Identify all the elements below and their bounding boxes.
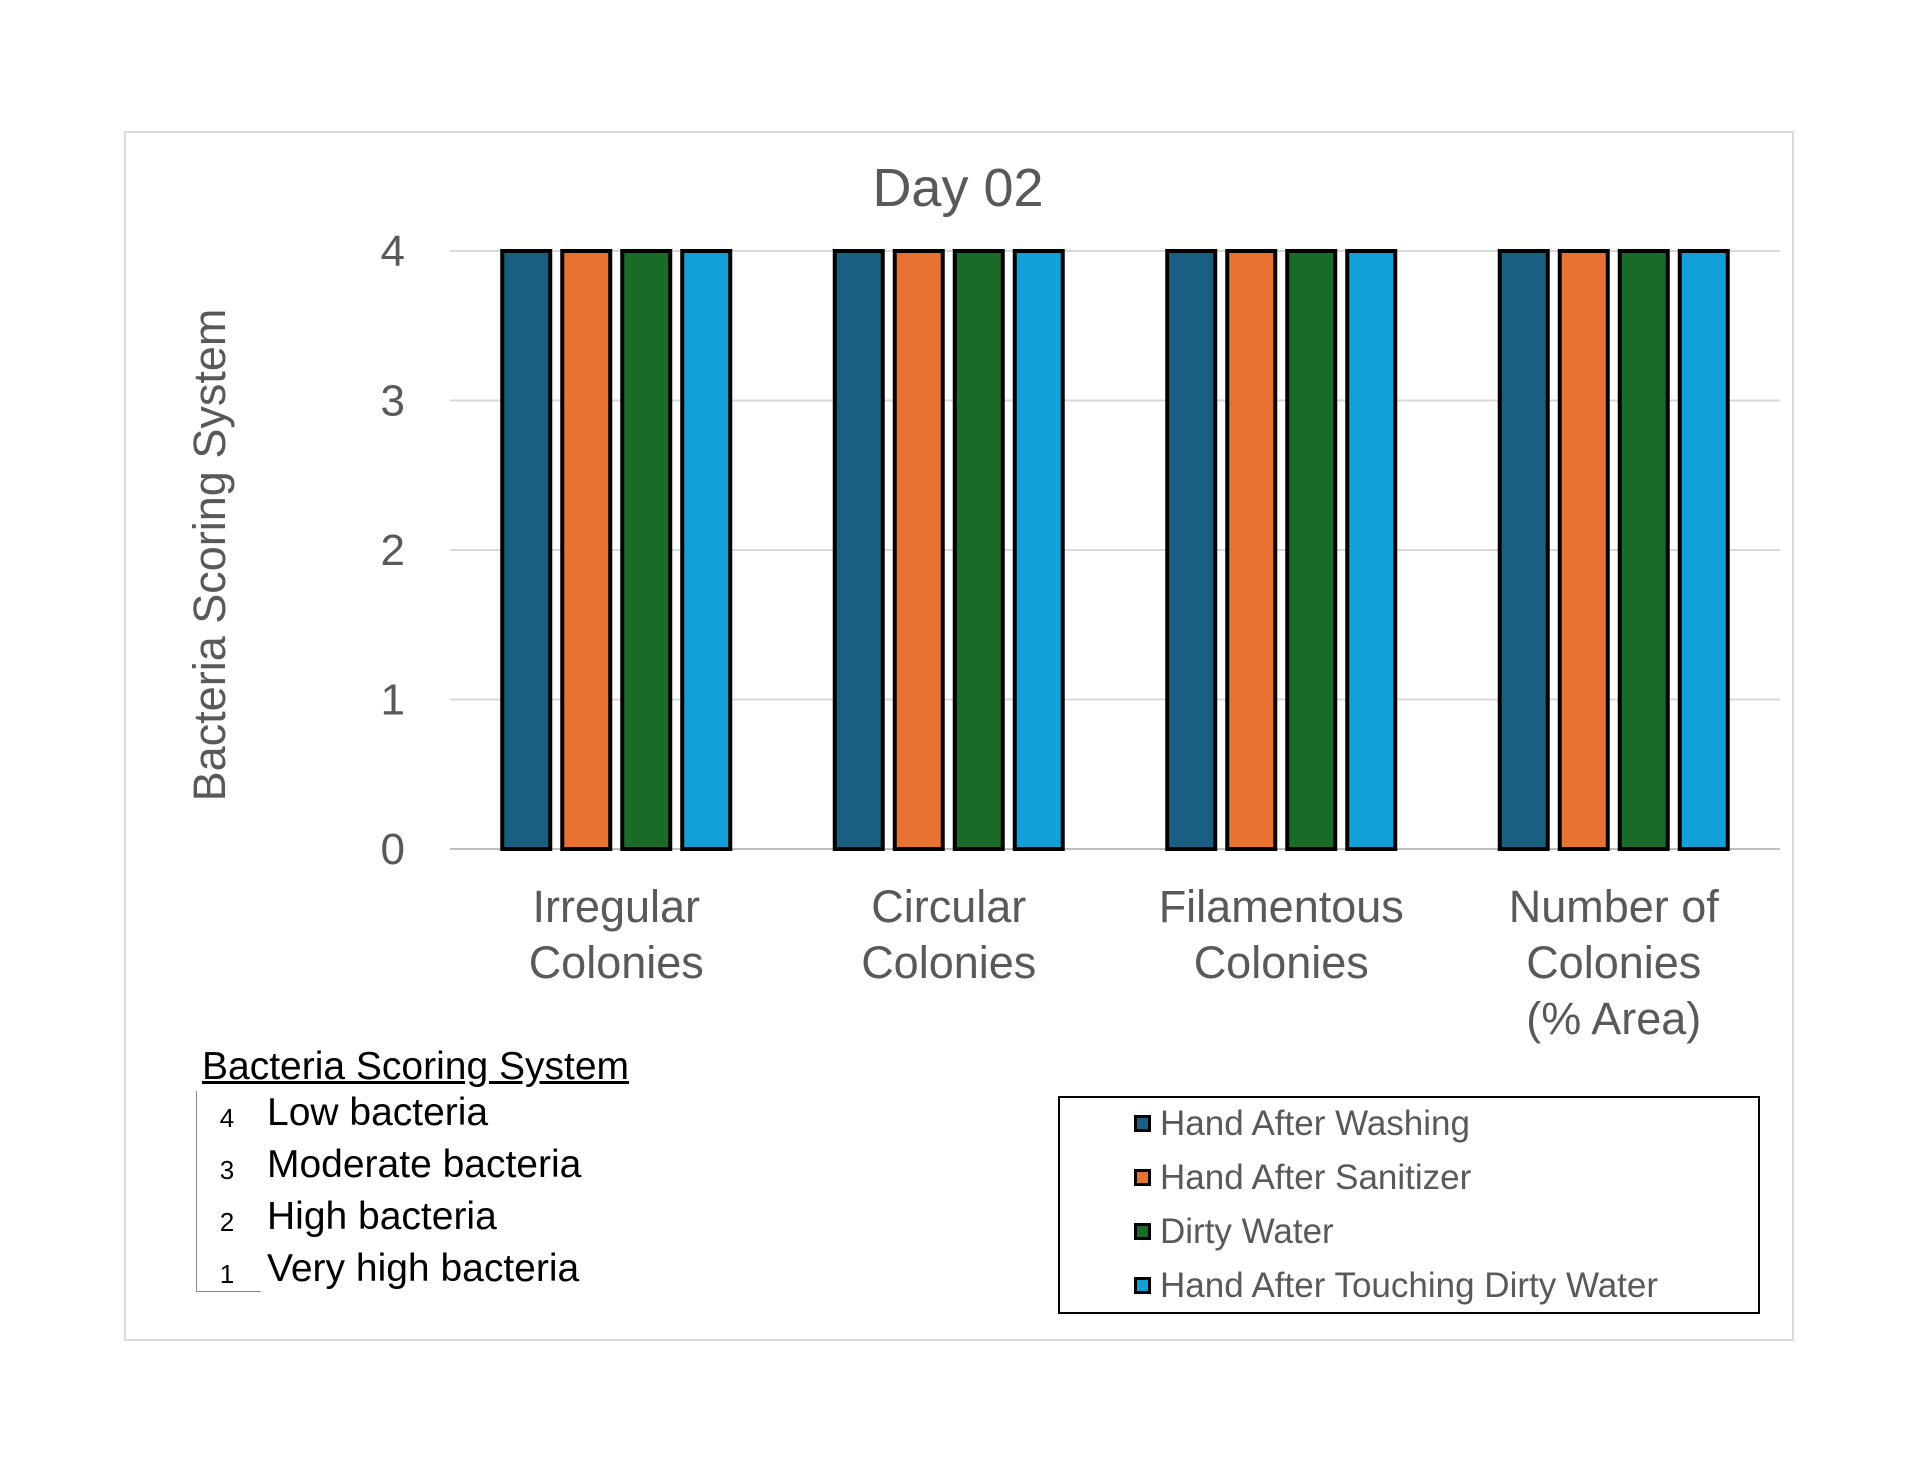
legend-label: Dirty Water — [1160, 1212, 1334, 1251]
bar — [560, 249, 613, 851]
scoring-key-title: Bacteria Scoring System — [202, 1045, 630, 1088]
scoring-row: 2 High bacteria — [197, 1195, 757, 1247]
scoring-row: 3 Moderate bacteria — [197, 1143, 757, 1195]
bar — [1285, 249, 1338, 851]
score-label: High bacteria — [267, 1195, 497, 1238]
y-tick-label: 0 — [381, 825, 405, 874]
bar — [832, 249, 885, 851]
bar — [892, 249, 945, 851]
bar — [500, 249, 553, 851]
y-tick-label: 2 — [381, 526, 405, 575]
scoring-key-bracket: 4 Low bacteria 3 Moderate bacteria 2 Hig… — [196, 1091, 581, 1292]
legend-label: Hand After Touching Dirty Water — [1160, 1266, 1658, 1305]
score-number: 2 — [219, 1207, 235, 1237]
legend-swatch — [1134, 1223, 1151, 1240]
scoring-key: Bacteria Scoring System 4 Low bacteria 3… — [196, 1043, 762, 1292]
score-label: Very high bacteria — [267, 1247, 580, 1290]
score-number: 4 — [219, 1103, 235, 1133]
bar — [1557, 249, 1610, 851]
score-number: 1 — [219, 1259, 235, 1289]
bar — [680, 249, 733, 851]
bar — [1165, 249, 1218, 851]
bar — [1345, 249, 1398, 851]
x-category-label: Irregular Colonies — [529, 881, 704, 988]
y-tick-label: 1 — [381, 676, 405, 725]
chart-title: Day 02 — [872, 158, 1043, 218]
scoring-row: 4 Low bacteria — [197, 1091, 757, 1143]
score-label: Low bacteria — [267, 1091, 489, 1134]
bar — [1617, 249, 1670, 851]
bar — [952, 249, 1005, 851]
score-number: 3 — [219, 1155, 235, 1185]
x-category-label: Circular Colonies — [861, 881, 1036, 988]
chart-frame — [124, 131, 1794, 1341]
bar — [1012, 249, 1065, 851]
bar — [1497, 249, 1550, 851]
legend-label: Hand After Sanitizer — [1160, 1158, 1472, 1197]
y-tick-label: 3 — [381, 377, 405, 426]
chart-legend: Hand After Washing Hand After Sanitizer … — [1058, 1096, 1760, 1314]
bar — [1225, 249, 1278, 851]
legend-swatch — [1134, 1115, 1151, 1132]
legend-swatch — [1134, 1169, 1151, 1186]
bars — [500, 249, 1730, 851]
bar — [620, 249, 673, 851]
legend-swatch — [1134, 1277, 1151, 1294]
x-category-label: Filamentous Colonies — [1159, 881, 1404, 988]
y-axis-label: Bacteria Scoring System — [184, 309, 235, 802]
x-axis-categories: Irregular Colonies Circular Colonies Filamen… — [529, 881, 1720, 1044]
y-tick-label: 4 — [381, 227, 405, 276]
scoring-row: 1 Very high bacteria — [197, 1247, 757, 1299]
y-axis-ticks: 0 1 2 3 4 — [381, 227, 405, 874]
score-label: Moderate bacteria — [267, 1143, 582, 1186]
legend-label: Hand After Washing — [1160, 1104, 1470, 1143]
x-category-label: Number of Colonies (% Area) — [1509, 881, 1720, 1044]
bar — [1677, 249, 1730, 851]
